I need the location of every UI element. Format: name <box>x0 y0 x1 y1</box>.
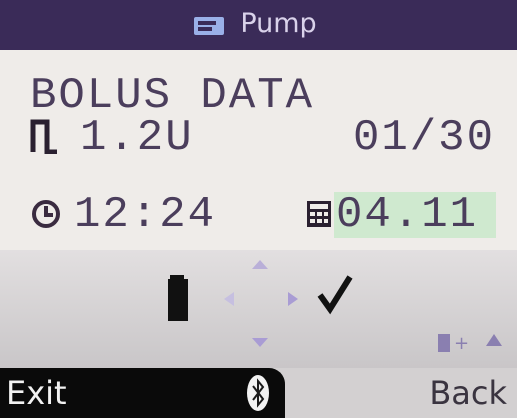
bolus-amount: 1.2U <box>80 116 194 160</box>
device-screen: Pump BOLUS DATA 1.2U 01/30 12:24 04.11 +… <box>0 0 517 418</box>
bluetooth-icon <box>246 374 270 412</box>
title: Pump <box>0 8 517 39</box>
heading: BOLUS DATA <box>30 74 314 118</box>
exit-label[interactable]: Exit <box>6 374 67 412</box>
svg-text:+: + <box>454 333 469 354</box>
back-label[interactable]: Back <box>429 374 507 412</box>
meter-icon <box>306 200 332 228</box>
bolus-icon <box>30 118 60 154</box>
lock-icon: + <box>436 330 508 354</box>
time: 12:24 <box>74 193 216 237</box>
clock-icon <box>30 198 62 230</box>
meter-value: 04.11 <box>336 193 478 237</box>
date: 01/30 <box>353 116 495 160</box>
navigation-icons <box>160 255 360 355</box>
